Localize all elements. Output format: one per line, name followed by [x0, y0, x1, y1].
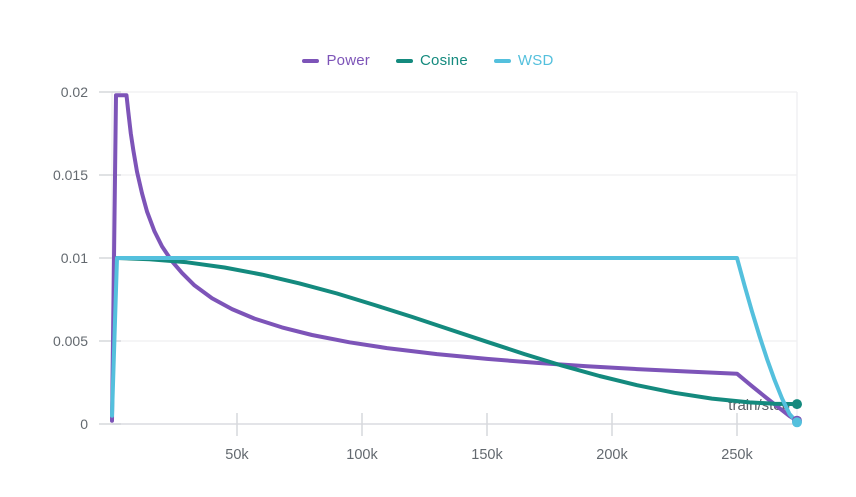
series-line-power [110, 93, 799, 423]
legend-item-cosine[interactable]: Cosine [396, 52, 468, 69]
legend-label-wsd: WSD [517, 52, 554, 69]
legend-dash-icon-power [302, 58, 320, 63]
y-tick-label: 0.015 [53, 167, 88, 183]
y-tick-label: 0 [80, 416, 88, 432]
series-line-cosine [115, 256, 799, 407]
series-layer [110, 93, 799, 425]
legend-item-power[interactable]: Power [302, 52, 370, 69]
series-line-wsd [110, 256, 799, 425]
legend-item-wsd[interactable]: WSD [493, 52, 554, 69]
legend-dash-icon-cosine [396, 58, 413, 63]
y-tick-label: 0.02 [61, 84, 88, 100]
x-tick-label: 250k [721, 447, 753, 463]
x-tick-label: 100k [346, 447, 378, 463]
chart-legend: Power Cosine WSD [0, 52, 856, 69]
axis-layer: 0 0.005 0.01 0.015 0.02 50k 100k 150k 200k 250k [53, 84, 754, 463]
legend-label-cosine: Cosine [420, 52, 468, 69]
series-end-dot-cosine [792, 399, 802, 410]
y-tick-label: 0.01 [61, 250, 88, 266]
end-dots-layer [792, 399, 802, 428]
legend-label-power: Power [326, 52, 370, 69]
x-tick-label: 50k [225, 447, 249, 463]
x-tick-label: 200k [596, 447, 628, 463]
series-end-dot-wsd [792, 417, 802, 428]
y-tick-label: 0.005 [53, 333, 88, 349]
x-tick-label: 150k [471, 447, 503, 463]
legend-dash-icon-wsd [493, 58, 511, 63]
